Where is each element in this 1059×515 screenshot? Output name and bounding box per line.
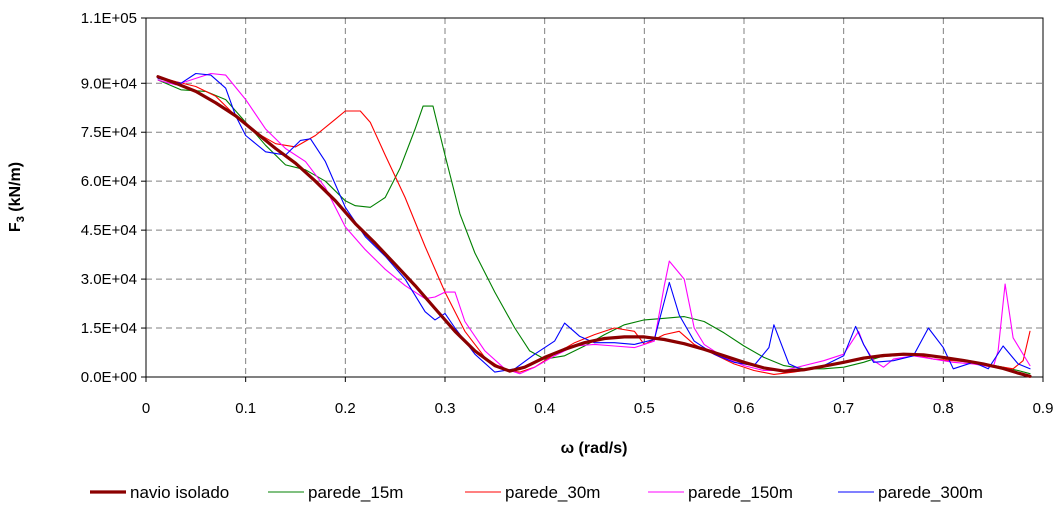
y-tick-label: 1.1E+05 <box>81 10 137 27</box>
x-tick-label: 0.5 <box>634 400 655 417</box>
legend-label-parede-15m: parede_15m <box>308 483 403 502</box>
x-axis-title: ω (rad/s) <box>561 440 628 457</box>
series-line-parede-15m <box>157 79 1031 375</box>
x-tick-label: 0.3 <box>435 400 456 417</box>
x-tick-label: 0.7 <box>833 400 854 417</box>
y-tick-label: 1.5E+04 <box>81 320 137 337</box>
y-axis-title-unit: (kN/m) <box>7 162 24 216</box>
y-axis-title: F3 (kN/m) <box>7 162 27 232</box>
series-line-parede-150m <box>157 72 1031 375</box>
legend-label-parede-300m: parede_300m <box>878 483 983 502</box>
x-tick-label: 0.2 <box>335 400 356 417</box>
y-tick-label: 0.0E+00 <box>81 369 137 386</box>
plot-area-border <box>145 17 1044 378</box>
y-axis-title-subscript: 3 <box>15 216 27 222</box>
legend-label-navio-isolado: navio isolado <box>130 483 229 502</box>
y-tick-label: 3.0E+04 <box>81 271 137 288</box>
x-tick-label: 0.4 <box>534 400 555 417</box>
y-tick-label: 7.5E+04 <box>81 124 137 141</box>
series-line-navio-isolado <box>156 75 1032 378</box>
legend-label-parede-150m: parede_150m <box>688 483 793 502</box>
series-line-parede-30m <box>157 76 1031 375</box>
y-tick-label: 9.0E+04 <box>81 75 137 92</box>
x-tick-label: 0 <box>142 400 150 417</box>
legend: navio isolado parede_15m parede_30m parede_… <box>90 483 983 502</box>
y-tick-label: 6.0E+04 <box>81 173 137 190</box>
series-line-parede-300m <box>157 72 1031 373</box>
y-tick-label: 4.5E+04 <box>81 222 137 239</box>
x-tick-label: 0.8 <box>933 400 954 417</box>
x-tick-label: 0.9 <box>1033 400 1054 417</box>
series-lines <box>156 72 1032 378</box>
x-tick-label: 0.1 <box>235 400 256 417</box>
axes: 0 0.1 0.2 0.3 0.4 0.5 0.6 0.7 0.8 0.9 0.0E+00 1.5E+… <box>81 10 1054 417</box>
grid-lines <box>146 18 1043 377</box>
legend-label-parede-30m: parede_30m <box>505 483 600 502</box>
x-tick-label: 0.6 <box>734 400 755 417</box>
